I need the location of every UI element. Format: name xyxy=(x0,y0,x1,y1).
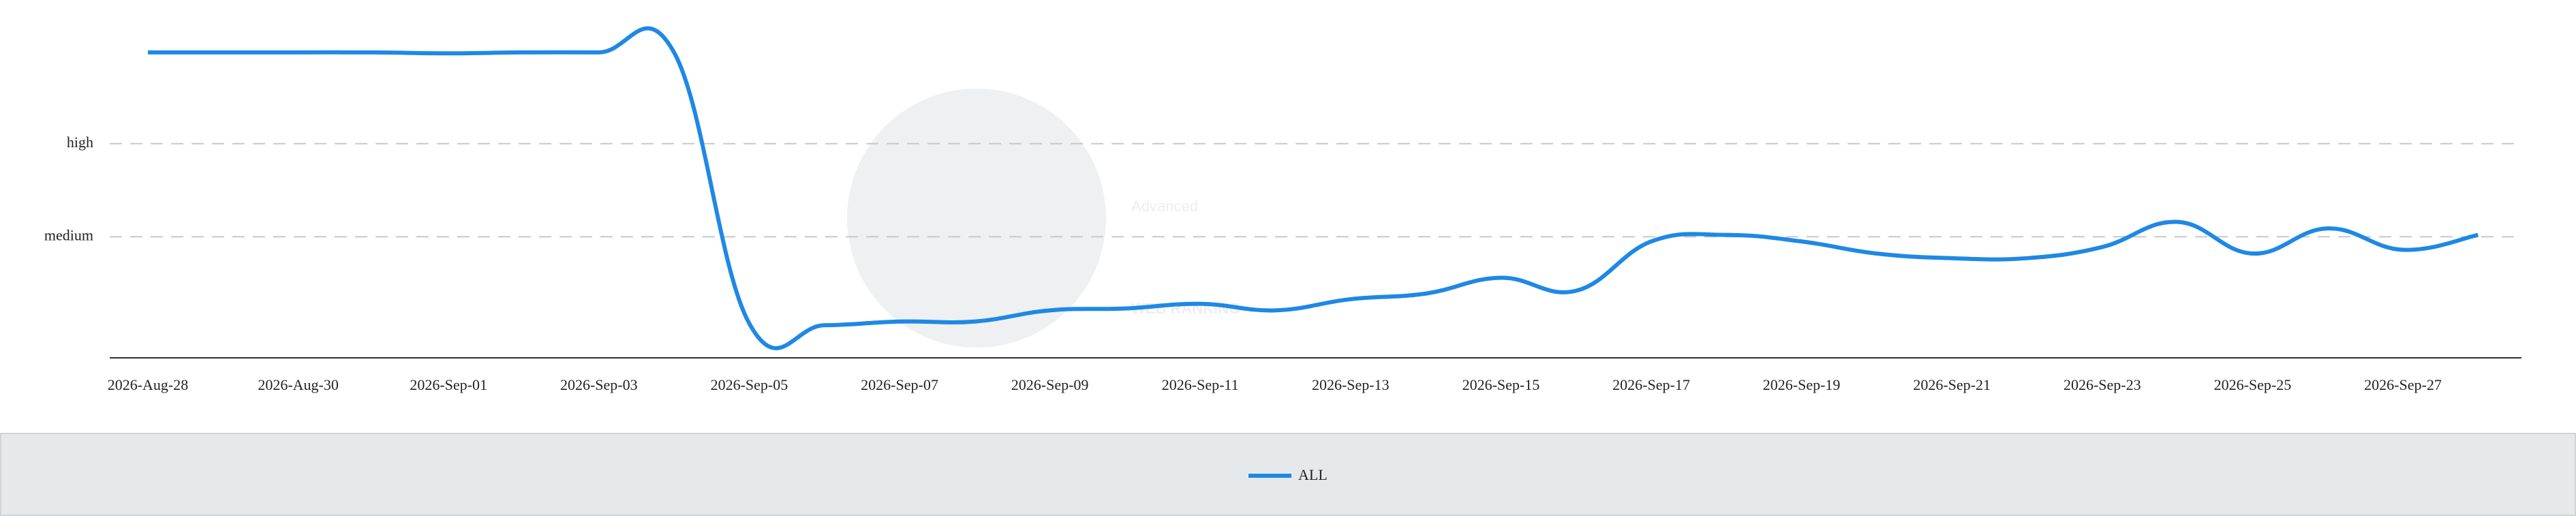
x-tick-label: 2026-Sep-01 xyxy=(410,376,487,393)
watermark-logo xyxy=(847,89,1106,348)
y-tick-label: high xyxy=(67,134,93,151)
y-tick-label: medium xyxy=(44,226,93,243)
x-tick-label: 2026-Sep-19 xyxy=(1763,376,1841,393)
x-tick-label: 2026-Sep-27 xyxy=(2364,376,2442,393)
x-tick-label: 2026-Sep-09 xyxy=(1011,376,1089,393)
watermark: Advanced xyxy=(1131,198,1198,215)
x-tick-label: 2026-Aug-28 xyxy=(108,376,189,393)
x-tick-label: 2026-Sep-25 xyxy=(2214,376,2292,393)
x-tick-label: 2026-Sep-05 xyxy=(711,376,788,393)
x-tick-label: 2026-Sep-11 xyxy=(1162,376,1239,393)
legend-label: ALL xyxy=(1298,466,1328,483)
x-tick-label: 2026-Sep-03 xyxy=(560,376,638,393)
x-tick-label: 2026-Sep-15 xyxy=(1462,376,1540,393)
x-tick-label: 2026-Aug-30 xyxy=(258,376,339,393)
x-tick-label: 2026-Sep-17 xyxy=(1612,376,1690,393)
x-tick-label: 2026-Sep-23 xyxy=(2064,376,2141,393)
line xyxy=(148,26,2479,350)
x-tick-label: 2026-Sep-21 xyxy=(1913,376,1991,393)
x-tick-label: 2026-Sep-13 xyxy=(1312,376,1390,393)
x-tick-label: 2026-Sep-07 xyxy=(861,376,938,393)
